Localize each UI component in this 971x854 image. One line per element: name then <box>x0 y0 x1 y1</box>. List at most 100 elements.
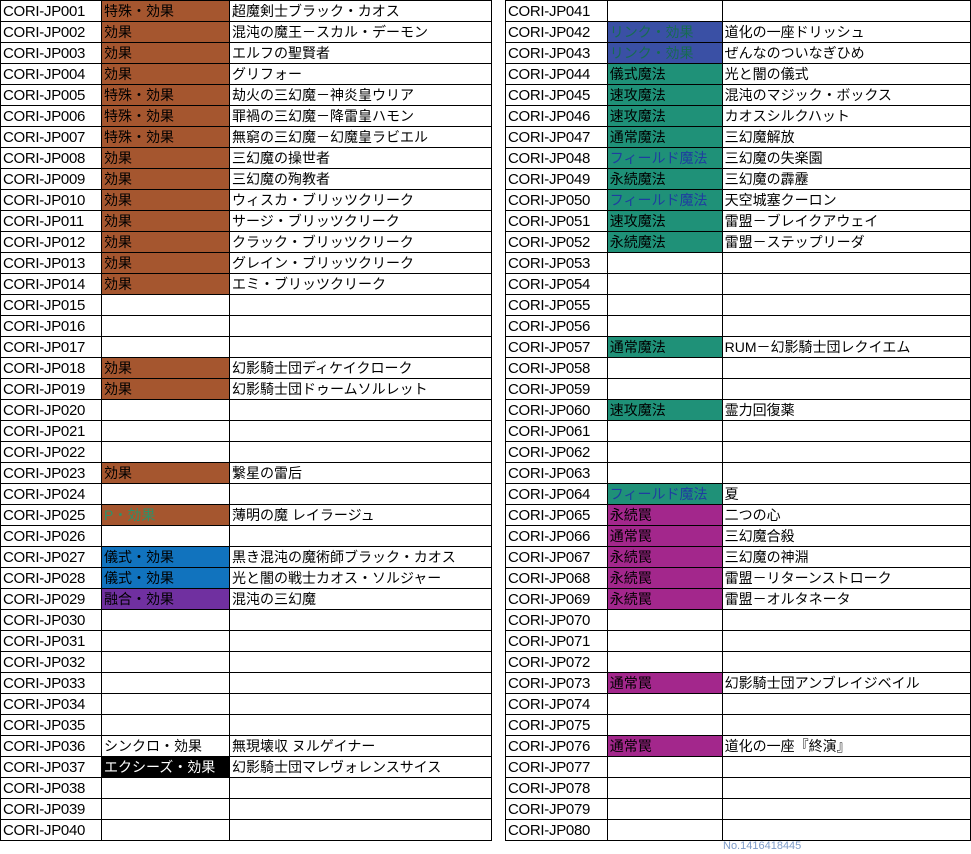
card-row: CORI-JP032 <box>0 651 492 673</box>
card-name-cell <box>721 630 971 652</box>
card-name-cell: 光と闇の戦士カオス・ソルジャー <box>229 567 492 589</box>
card-number-cell: CORI-JP005 <box>0 84 102 106</box>
card-row: CORI-JP009 効果 三幻魔の殉教者 <box>0 168 492 190</box>
card-type-cell: 永続罠 <box>606 546 723 568</box>
card-type-cell: 儀式魔法 <box>606 63 723 85</box>
card-row: CORI-JP067 永続罠 三幻魔の神淵 <box>505 546 971 568</box>
card-number-cell: CORI-JP053 <box>505 252 608 274</box>
card-row: CORI-JP061 <box>505 420 971 442</box>
card-number-cell: CORI-JP049 <box>505 168 608 190</box>
card-type-cell: 特殊・効果 <box>101 105 230 127</box>
card-number-cell: CORI-JP007 <box>0 126 102 148</box>
card-name-cell: ウィスカ・ブリッツクリーク <box>229 189 492 211</box>
card-number-cell: CORI-JP016 <box>0 315 102 337</box>
card-name-cell: グリフォー <box>229 63 492 85</box>
card-name-cell: エミ・ブリッツクリーク <box>229 273 492 295</box>
card-type-cell <box>606 420 723 442</box>
card-number-cell: CORI-JP006 <box>0 105 102 127</box>
card-type-cell <box>101 672 230 694</box>
card-number-cell: CORI-JP014 <box>0 273 102 295</box>
card-number-cell: CORI-JP066 <box>505 525 608 547</box>
card-number-cell: CORI-JP073 <box>505 672 608 694</box>
card-row: CORI-JP018 効果 幻影騎士団ディケイクローク <box>0 357 492 379</box>
card-number-cell: CORI-JP021 <box>0 420 102 442</box>
card-type-cell: 永続罠 <box>606 588 723 610</box>
card-number-cell: CORI-JP050 <box>505 189 608 211</box>
card-name-cell: 雷盟－ブレイクアウェイ <box>721 210 971 232</box>
card-number-cell: CORI-JP017 <box>0 336 102 358</box>
card-number-cell: CORI-JP065 <box>505 504 608 526</box>
card-name-cell: 雷盟－ステップリーダ <box>721 231 971 253</box>
card-name-cell: サージ・ブリッツクリーク <box>229 210 492 232</box>
card-row: CORI-JP005 特殊・効果 劫火の三幻魔－神炎皇ウリア <box>0 84 492 106</box>
card-name-cell <box>721 693 971 715</box>
card-name-cell: 天空城塞クーロン <box>721 189 971 211</box>
card-number-cell: CORI-JP037 <box>0 756 102 778</box>
card-row: CORI-JP049 永続魔法 三幻魔の霹靂 <box>505 168 971 190</box>
card-number-cell: CORI-JP034 <box>0 693 102 715</box>
card-type-cell: リンク・効果 <box>606 42 723 64</box>
card-number-cell: CORI-JP020 <box>0 399 102 421</box>
card-name-cell: 雷盟－リターンストローク <box>721 567 971 589</box>
card-number-cell: CORI-JP074 <box>505 693 608 715</box>
card-name-cell <box>229 777 492 799</box>
card-row: CORI-JP011 効果 サージ・ブリッツクリーク <box>0 210 492 232</box>
card-type-cell: フィールド魔法 <box>606 483 723 505</box>
card-name-cell: 道化の一座ドリッシュ <box>721 21 971 43</box>
card-number-cell: CORI-JP060 <box>505 399 608 421</box>
card-type-cell: 効果 <box>101 63 230 85</box>
card-row: CORI-JP019 効果 幻影騎士団ドゥームソルレット <box>0 378 492 400</box>
card-type-cell: 効果 <box>101 168 230 190</box>
card-number-cell: CORI-JP026 <box>0 525 102 547</box>
card-number-cell: CORI-JP038 <box>0 777 102 799</box>
card-name-cell: 薄明の魔 レイラージュ <box>229 504 492 526</box>
card-type-cell: フィールド魔法 <box>606 189 723 211</box>
card-name-cell: 三幻魔の霹靂 <box>721 168 971 190</box>
card-row: CORI-JP003 効果 エルフの聖賢者 <box>0 42 492 64</box>
card-name-cell: 劫火の三幻魔－神炎皇ウリア <box>229 84 492 106</box>
card-type-cell: 効果 <box>101 210 230 232</box>
card-row: CORI-JP064 フィールド魔法夏 <box>505 483 971 505</box>
card-type-cell: 効果 <box>101 357 230 379</box>
card-number-cell: CORI-JP056 <box>505 315 608 337</box>
card-type-cell <box>606 378 723 400</box>
card-name-cell <box>721 798 971 820</box>
card-number-cell: CORI-JP067 <box>505 546 608 568</box>
card-row: CORI-JP050 フィールド魔法 天空城塞クーロン <box>505 189 971 211</box>
card-number-cell: CORI-JP055 <box>505 294 608 316</box>
card-type-cell: 永続魔法 <box>606 231 723 253</box>
card-number-cell: CORI-JP061 <box>505 420 608 442</box>
card-row: CORI-JP069 永続罠 雷盟－オルタネータ <box>505 588 971 610</box>
card-name-cell <box>721 609 971 631</box>
card-name-cell: エルフの聖賢者 <box>229 42 492 64</box>
card-type-cell <box>101 651 230 673</box>
card-type-cell: 通常魔法 <box>606 336 723 358</box>
card-row: CORI-JP033 <box>0 672 492 694</box>
card-type-cell <box>101 441 230 463</box>
card-number-cell: CORI-JP052 <box>505 231 608 253</box>
card-name-cell <box>229 525 492 547</box>
card-row: CORI-JP060 速攻魔法 霊力回復薬 <box>505 399 971 421</box>
card-name-cell <box>721 714 971 736</box>
card-name-cell: グレイン・ブリッツクリーク <box>229 252 492 274</box>
card-row: CORI-JP078 <box>505 777 971 799</box>
card-name-cell <box>229 609 492 631</box>
card-name-cell <box>229 294 492 316</box>
card-name-cell: 三幻魔の操世者 <box>229 147 492 169</box>
card-number-cell: CORI-JP078 <box>505 777 608 799</box>
card-type-cell <box>606 315 723 337</box>
card-row: CORI-JP040 <box>0 819 492 841</box>
card-name-cell <box>229 630 492 652</box>
card-type-cell <box>101 777 230 799</box>
card-number-cell: CORI-JP028 <box>0 567 102 589</box>
card-name-cell <box>229 441 492 463</box>
card-number-cell: CORI-JP071 <box>505 630 608 652</box>
card-type-cell <box>606 630 723 652</box>
card-row: CORI-JP075 <box>505 714 971 736</box>
card-type-cell <box>606 252 723 274</box>
card-name-cell <box>721 357 971 379</box>
card-name-cell: 超魔剣士ブラック・カオス <box>229 0 492 22</box>
card-number-cell: CORI-JP063 <box>505 462 608 484</box>
card-name-cell: 罪禍の三幻魔－降雷皇ハモン <box>229 105 492 127</box>
card-type-cell <box>101 336 230 358</box>
